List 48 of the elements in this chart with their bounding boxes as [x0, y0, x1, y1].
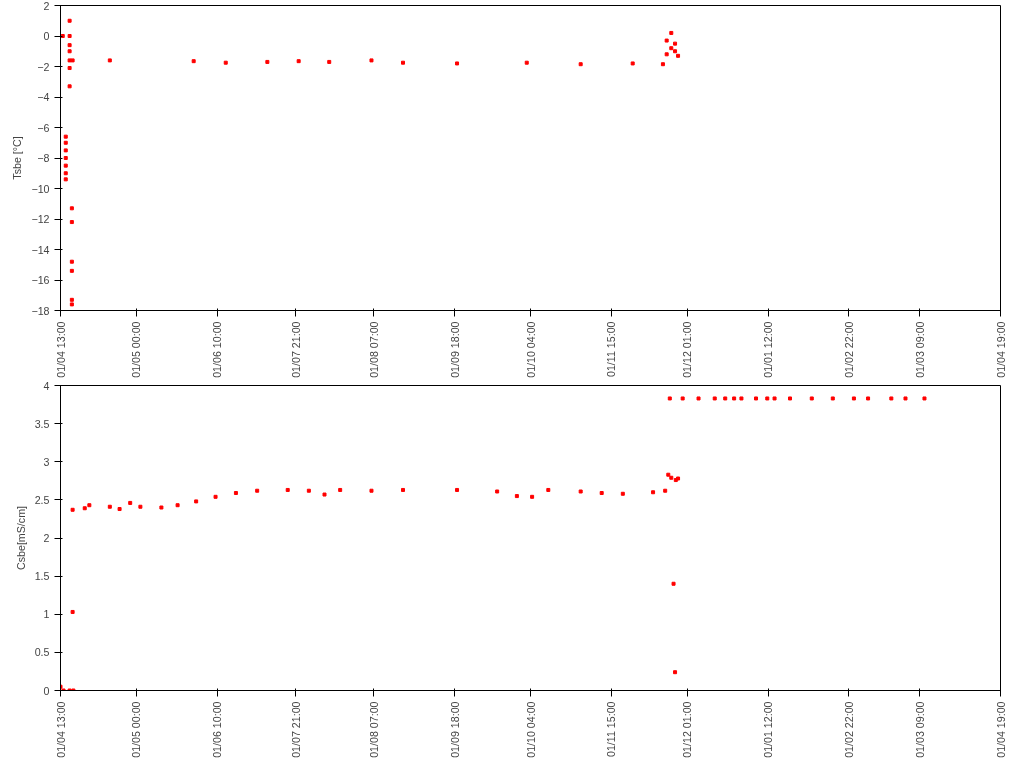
x-tick-label: 01/04 19:00 [994, 321, 1007, 378]
x-tick-label: 01/07 21:00 [289, 321, 302, 378]
x-tick-label: 01/12 01:00 [681, 701, 694, 758]
y-tick-label: −16 [31, 274, 50, 286]
x-tick-label: 01/03 09:00 [913, 701, 926, 758]
y-tick-label: 2.5 [34, 493, 50, 506]
x-tick-label: 01/05 00:00 [130, 321, 143, 378]
x-tick-label: 01/01 12:00 [762, 321, 775, 378]
y-tick-label: −12 [31, 213, 50, 225]
y-axis-title: Csbe[mS/cm] [14, 505, 27, 570]
x-tick-label: 01/11 15:00 [605, 701, 618, 757]
y-tick-label: −14 [31, 243, 50, 256]
x-tick-label: 01/08 07:00 [367, 321, 380, 378]
x-tick-label: 01/07 21:00 [289, 701, 302, 758]
x-tick-label: 01/08 07:00 [367, 701, 380, 758]
x-tick-label: 01/02 22:00 [842, 321, 855, 378]
x-tick-label: 01/09 18:00 [448, 701, 461, 758]
y-tick-label: −18 [31, 304, 50, 317]
y-tick-label: −10 [31, 182, 50, 195]
x-tick-label: 01/04 19:00 [994, 701, 1007, 758]
x-tick-label: 01/06 10:00 [211, 321, 224, 378]
y-tick-label: −6 [37, 121, 50, 134]
y-tick-label: 2 [43, 0, 50, 12]
y-tick-label: 3 [43, 455, 50, 468]
x-tick-label: 01/02 22:00 [842, 701, 855, 758]
x-tick-label: 01/03 09:00 [913, 321, 926, 378]
x-tick-label: 01/12 01:00 [681, 321, 694, 378]
y-tick-label: −4 [37, 91, 50, 103]
x-tick-label: 01/06 10:00 [211, 701, 224, 758]
x-tick-label: 01/05 00:00 [130, 701, 143, 758]
y-tick-label: −8 [37, 152, 50, 164]
y-tick-label: 1.5 [34, 570, 50, 583]
y-tick-label: 0 [43, 684, 50, 697]
y-tick-label: 4 [43, 379, 50, 392]
x-tick-label: 01/10 04:00 [524, 321, 537, 378]
y-tick-label: 0.5 [34, 646, 50, 659]
x-tick-label: 01/11 15:00 [605, 321, 618, 377]
y-tick-label: 0 [43, 30, 50, 42]
x-tick-label: 01/04 13:00 [54, 701, 67, 758]
y-tick-label: 2 [43, 532, 50, 544]
y-tick-label: 1 [43, 608, 50, 621]
x-tick-label: 01/01 12:00 [762, 701, 775, 758]
y-tick-label: 3.5 [34, 417, 50, 430]
x-tick-label: 01/10 04:00 [524, 701, 537, 758]
y-axis-title: Tsbe [°C] [11, 136, 24, 180]
y-tick-label: −2 [37, 60, 50, 73]
x-tick-label: 01/09 18:00 [448, 321, 461, 378]
x-tick-label: 01/04 13:00 [54, 321, 67, 378]
